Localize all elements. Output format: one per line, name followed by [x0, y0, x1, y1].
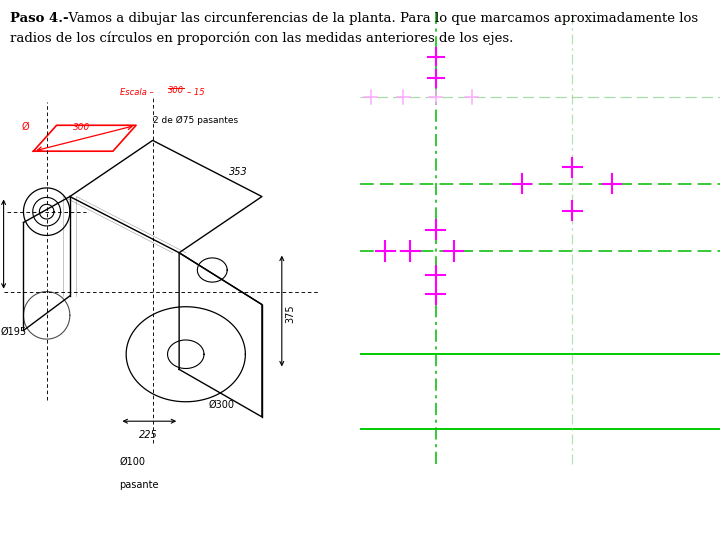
Text: pasante: pasante — [120, 480, 159, 490]
Text: Ø100: Ø100 — [120, 456, 145, 467]
Text: 300: 300 — [73, 123, 91, 132]
Text: Ø300: Ø300 — [209, 400, 235, 410]
Text: 375: 375 — [285, 304, 295, 322]
Text: radios de los círculos en proporción con las medidas anteriores de los ejes.: radios de los círculos en proporción con… — [10, 31, 513, 45]
Text: Paso 4.-: Paso 4.- — [10, 12, 68, 25]
Text: 300: 300 — [168, 86, 184, 95]
Text: 2 de Ø75 pasantes: 2 de Ø75 pasantes — [153, 116, 238, 125]
Text: Escala –: Escala – — [120, 88, 153, 97]
Text: Vamos a dibujar las circunferencias de la planta. Para lo que marcamos aproximad: Vamos a dibujar las circunferencias de l… — [60, 12, 698, 25]
Text: Ø: Ø — [22, 122, 30, 132]
Text: – 15: – 15 — [187, 88, 205, 97]
Text: 225: 225 — [140, 430, 158, 441]
Text: Ø195: Ø195 — [0, 327, 27, 337]
Text: 353: 353 — [229, 167, 248, 177]
